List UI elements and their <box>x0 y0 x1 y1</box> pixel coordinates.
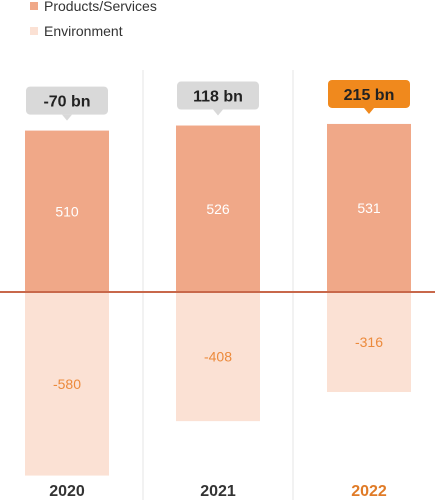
net-callout-pointer-2020 <box>62 114 72 121</box>
legend-swatch-products <box>30 2 38 10</box>
bar-environment-2021 <box>176 292 260 422</box>
x-tick-label-2020: 2020 <box>49 483 85 500</box>
bar-products-2021 <box>176 125 260 292</box>
bar-products-2020 <box>25 130 109 292</box>
net-label-2021: 118 bn <box>193 89 243 106</box>
bar-label-environment-2021: -408 <box>204 349 232 365</box>
x-tick-label-2022: 2022 <box>351 483 387 500</box>
legend-item-products: Products/Services <box>30 0 157 17</box>
legend-label-environment: Environment <box>44 23 123 39</box>
bar-label-environment-2020: -580 <box>53 376 81 392</box>
net-callout-2020 <box>26 86 108 115</box>
bar-label-products-2022: 531 <box>357 200 381 216</box>
bar-label-products-2020: 510 <box>55 203 79 219</box>
legend-swatch-environment <box>30 27 38 35</box>
net-callout-pointer-2022 <box>364 107 374 114</box>
net-callout-2022 <box>328 79 410 108</box>
net-label-2022: 215 bn <box>344 87 395 104</box>
bar-label-products-2021: 526 <box>206 201 230 217</box>
bar-label-environment-2022: -316 <box>355 334 383 350</box>
x-tick-label-2021: 2021 <box>200 483 236 500</box>
legend-label-products: Products/Services <box>44 0 157 14</box>
legend-item-environment: Environment <box>30 20 157 42</box>
net-callout-pointer-2021 <box>213 109 223 116</box>
bar-environment-2020 <box>25 292 109 476</box>
legend: Products/Services Environment <box>30 0 157 45</box>
bar-products-2022 <box>327 123 411 292</box>
net-callout-2021 <box>177 81 259 110</box>
net-label-2020: -70 bn <box>43 94 90 111</box>
bar-environment-2022 <box>327 292 411 393</box>
